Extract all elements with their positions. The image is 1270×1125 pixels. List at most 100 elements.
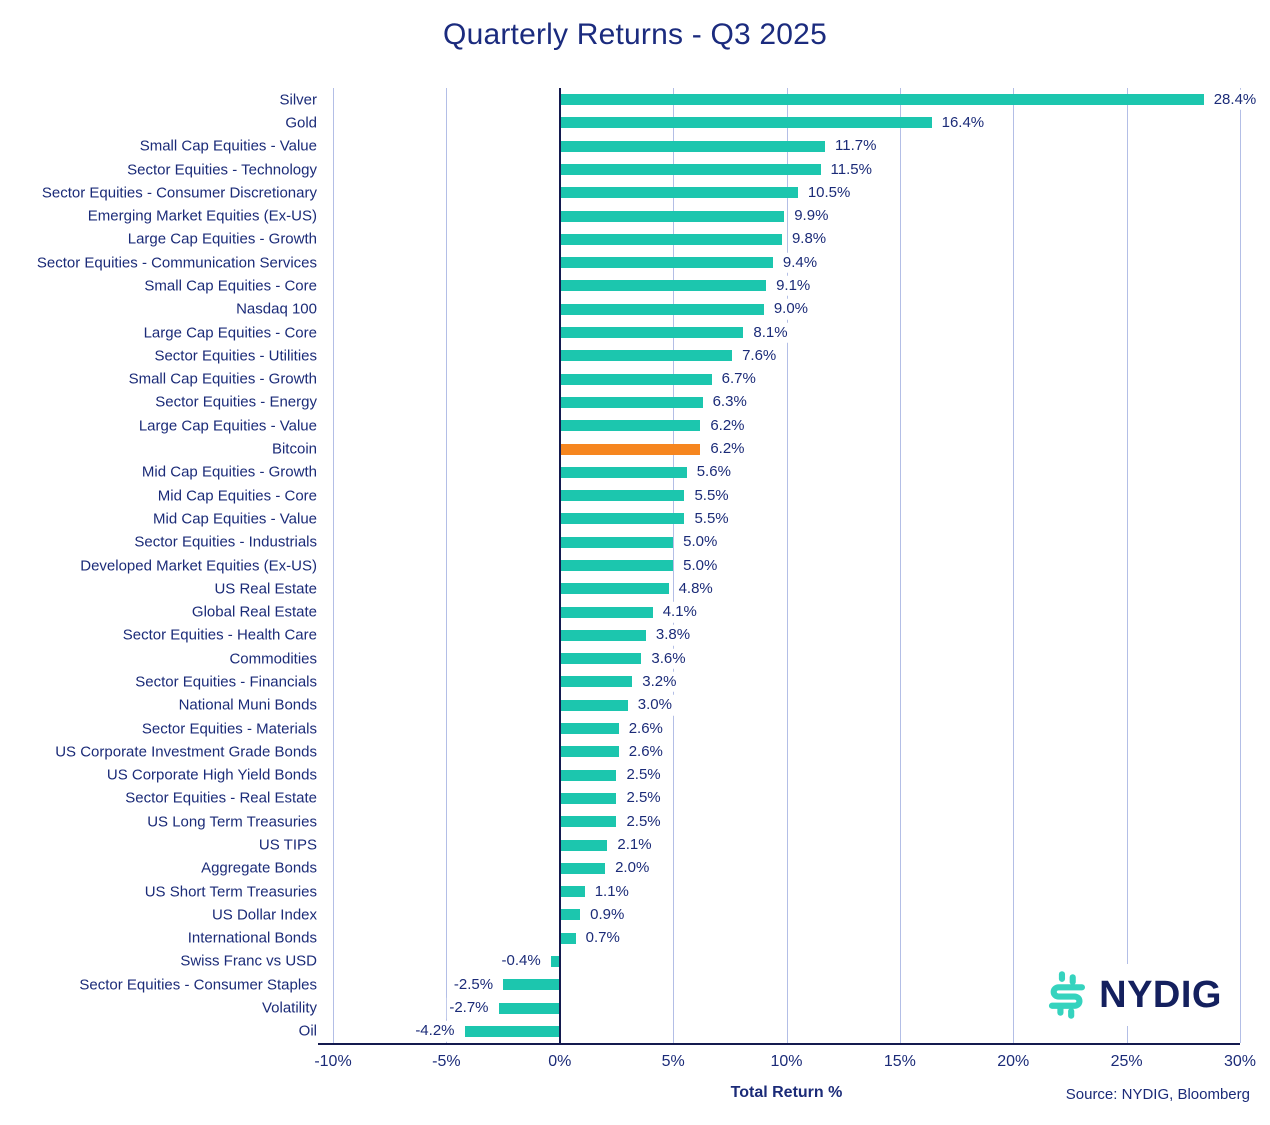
bar: [559, 909, 581, 921]
bar: [559, 792, 617, 804]
bar: [559, 629, 646, 641]
gridline: [786, 88, 788, 1043]
category-label: Volatility: [261, 999, 317, 1017]
bar: [559, 606, 653, 618]
value-label: 16.4%: [938, 112, 988, 134]
category-label: Mid Cap Equities - Value: [153, 510, 317, 528]
value-label: 4.1%: [659, 601, 700, 623]
value-label: 3.8%: [652, 625, 694, 646]
bar: [559, 862, 606, 874]
value-label: 3.2%: [639, 671, 680, 693]
x-tick-label: 10%: [770, 1053, 803, 1070]
bar: [559, 746, 619, 758]
x-tick-label: 20%: [997, 1053, 1030, 1070]
bar: [559, 932, 576, 944]
category-label: Sector Equities - Energy: [155, 393, 317, 411]
gridline: [899, 88, 901, 1043]
x-tick-label: -5%: [432, 1053, 461, 1070]
category-label: US Dollar Index: [211, 906, 317, 924]
category-label: Large Cap Equities - Value: [138, 417, 317, 435]
bar: [559, 466, 687, 478]
x-axis-title: Total Return %: [730, 1084, 843, 1101]
category-label: Sector Equities - Consumer Staples: [79, 976, 317, 994]
bar: [559, 373, 712, 385]
category-label: Small Cap Equities - Growth: [128, 370, 317, 388]
bar: [559, 327, 744, 339]
bar: [503, 979, 560, 991]
gridline: [673, 88, 675, 1043]
nydig-logo-text: NYDIG: [1099, 974, 1222, 1016]
bar: [559, 560, 674, 571]
bar: [559, 280, 767, 292]
x-tick-label: 5%: [661, 1053, 685, 1070]
x-tick-label: 25%: [1110, 1053, 1143, 1070]
category-label: US Long Term Treasuries: [147, 813, 317, 831]
category-label: Mid Cap Equities - Growth: [141, 463, 317, 481]
value-label: 2.5%: [623, 811, 664, 832]
value-label: 2.5%: [623, 788, 664, 809]
value-label: 10.5%: [804, 182, 854, 204]
category-label: Sector Equities - Consumer Discretionary: [41, 184, 317, 202]
value-label: 5.6%: [693, 462, 734, 483]
category-label: Large Cap Equities - Growth: [127, 230, 317, 248]
category-label: Sector Equities - Health Care: [122, 626, 317, 644]
bar: [559, 839, 608, 851]
x-tick-label: -10%: [314, 1053, 352, 1070]
gridline: [1240, 88, 1241, 1043]
value-label: 3.6%: [648, 648, 689, 669]
value-label: 9.9%: [791, 205, 832, 227]
bar: [559, 396, 703, 408]
value-label: 5.0%: [680, 531, 721, 553]
gridline: [1126, 88, 1128, 1043]
category-label: Mid Cap Equities - Core: [157, 487, 317, 505]
bar: [559, 513, 685, 525]
bar: [550, 955, 560, 967]
value-label: 11.5%: [827, 159, 875, 180]
value-label: 28.4%: [1210, 89, 1260, 110]
value-label: 2.0%: [612, 858, 653, 879]
bar: [559, 723, 619, 735]
bar: [559, 164, 821, 176]
bar: [559, 536, 674, 548]
category-label: Commodities: [229, 650, 317, 668]
category-label: Oil: [298, 1022, 317, 1040]
category-label: Sector Equities - Financials: [135, 673, 317, 691]
bar: [559, 117, 932, 129]
bar-highlight: [559, 443, 701, 455]
value-label: -2.5%: [450, 974, 497, 996]
value-label: 0.9%: [587, 904, 628, 926]
category-label: Large Cap Equities - Core: [143, 324, 317, 342]
value-label: 2.1%: [614, 834, 655, 856]
category-label: US TIPS: [258, 836, 317, 854]
value-label: -0.4%: [498, 951, 544, 972]
value-label: -4.2%: [412, 1021, 458, 1042]
bar: [559, 257, 773, 269]
nydig-logo-icon: [1048, 971, 1085, 1019]
value-label: 1.1%: [591, 881, 632, 902]
gridline: [333, 88, 334, 1043]
category-label: Emerging Market Equities (Ex-US): [87, 207, 317, 225]
bar: [559, 94, 1204, 106]
category-label: International Bonds: [187, 929, 317, 947]
category-label: Gold: [285, 114, 317, 132]
value-label: 9.4%: [779, 252, 821, 273]
x-tick-label: 0%: [548, 1053, 572, 1070]
x-tick-label: 15%: [883, 1053, 916, 1070]
bar: [559, 769, 617, 781]
category-label: Sector Equities - Technology: [127, 161, 317, 179]
gridline: [1013, 88, 1015, 1043]
value-label: 6.3%: [709, 392, 750, 413]
category-label: Sector Equities - Real Estate: [125, 789, 317, 807]
category-label: Silver: [279, 91, 317, 109]
category-label: Small Cap Equities - Core: [144, 277, 317, 295]
category-label: Small Cap Equities - Value: [139, 137, 317, 155]
value-label: 9.1%: [773, 275, 814, 297]
category-label: Global Real Estate: [191, 603, 317, 621]
plot-area: 28.4% 16.4% 11.7% 11.5% 10.5% 9.9% 9.8% 9.4% 9.1…: [333, 88, 1260, 1043]
value-label: 3.0%: [634, 695, 675, 716]
page-title: Quarterly Returns - Q3 2025: [443, 18, 827, 51]
bar: [559, 303, 764, 315]
value-label: 5.5%: [691, 485, 732, 506]
category-axis: Silver Gold Small Cap Equities - Value Sect…: [0, 88, 317, 1043]
bar: [559, 886, 585, 898]
